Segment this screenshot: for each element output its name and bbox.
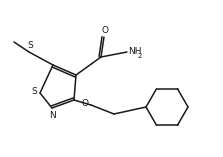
Text: N: N bbox=[50, 111, 56, 120]
Text: NH: NH bbox=[128, 46, 142, 56]
Text: S: S bbox=[31, 87, 37, 97]
Text: O: O bbox=[101, 26, 109, 35]
Text: O: O bbox=[82, 100, 89, 108]
Text: 2: 2 bbox=[138, 53, 142, 59]
Text: S: S bbox=[27, 41, 33, 50]
